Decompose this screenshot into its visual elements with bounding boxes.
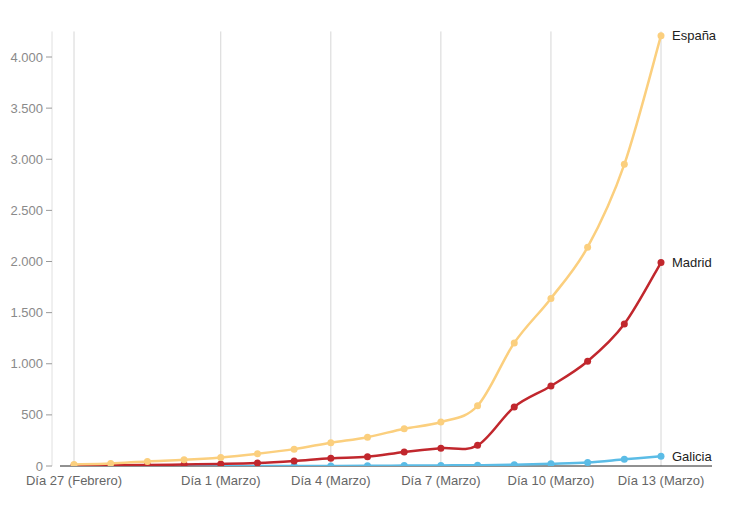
x-axis-labels: Día 27 (Febrero) Día 1 (Marzo) Día 4 (Marz… [26, 473, 704, 488]
series-label: Madrid [672, 255, 712, 270]
series-point [584, 244, 591, 251]
y-tick-label: 1.000 [10, 356, 43, 371]
x-tick-label: Día 7 (Marzo) [401, 473, 480, 488]
y-tick [46, 414, 52, 415]
series-label: Galicia [672, 449, 713, 464]
series-point [658, 453, 665, 460]
y-tick-label: 0 [36, 459, 43, 474]
series-point [327, 439, 334, 446]
series-line [74, 263, 661, 466]
series-point [181, 456, 188, 463]
series-labels: Galicia Madrid España [672, 28, 717, 464]
y-tick [46, 108, 52, 109]
series-point [511, 404, 518, 411]
y-tick [46, 363, 52, 364]
series-point [107, 460, 114, 466]
series-point [584, 358, 591, 365]
x-tick-label: Día 27 (Febrero) [26, 473, 122, 488]
y-tick-label: 3.500 [10, 101, 43, 116]
series-point [437, 445, 444, 452]
y-tick-label: 3.000 [10, 152, 43, 167]
series-point [291, 446, 298, 453]
grid-line [330, 31, 331, 466]
series-point [364, 434, 371, 441]
x-tick-label: Día 4 (Marzo) [291, 473, 370, 488]
series-line [74, 36, 661, 465]
grid-line [440, 31, 441, 466]
y-tick [46, 210, 52, 211]
series-point [291, 457, 298, 464]
chart: Día 27 (Febrero) Día 1 (Marzo) Día 4 (Marz… [0, 0, 756, 520]
y-tick [46, 261, 52, 262]
series-point [511, 339, 518, 346]
series-point [547, 295, 554, 302]
series-point [327, 462, 334, 466]
series-point [327, 455, 334, 462]
y-tick [46, 466, 52, 467]
series-point [621, 161, 628, 168]
series-point [658, 259, 665, 266]
y-axis-line [52, 31, 53, 466]
series-label: España [672, 28, 717, 43]
y-tick-label: 2.000 [10, 254, 43, 269]
grid-line [661, 31, 662, 466]
series-point [401, 448, 408, 455]
y-tick-label: 1.500 [10, 305, 43, 320]
series-point [584, 459, 591, 466]
grid-line [220, 31, 221, 466]
series-point [474, 462, 481, 466]
series-point [474, 402, 481, 409]
grid-line [550, 31, 551, 466]
series-point [437, 462, 444, 466]
y-tick-label: 500 [21, 407, 43, 422]
series-point [217, 454, 224, 461]
y-tick-label: 2.500 [10, 203, 43, 218]
series-point [658, 32, 665, 39]
series-point [401, 425, 408, 432]
series-point [254, 460, 261, 466]
series-point [621, 321, 628, 328]
series-point [144, 458, 151, 465]
series-point [364, 453, 371, 460]
chart-root: Día 27 (Febrero) Día 1 (Marzo) Día 4 (Marz… [0, 0, 756, 520]
series-point [364, 462, 371, 466]
grid [74, 31, 661, 466]
series-point [474, 442, 481, 449]
y-tick-label: 4.000 [10, 50, 43, 65]
series-group [71, 32, 665, 466]
grid-line [74, 31, 75, 466]
y-tick [46, 312, 52, 313]
series-point [511, 461, 518, 466]
y-axis: 0 500 1.000 1.500 2.000 2.500 3.000 3.500 4.000 [10, 50, 52, 474]
series-point [621, 456, 628, 463]
series-point [217, 460, 224, 466]
y-tick [46, 57, 52, 58]
series-point [437, 419, 444, 426]
series-point [401, 462, 408, 466]
series-point [71, 461, 78, 466]
series-point [547, 460, 554, 466]
x-tick-label: Día 10 (Marzo) [508, 473, 595, 488]
x-tick-label: Día 13 (Marzo) [618, 473, 705, 488]
series-point [254, 450, 261, 457]
y-tick [46, 159, 52, 160]
series-point [547, 383, 554, 390]
x-tick-label: Día 1 (Marzo) [181, 473, 260, 488]
